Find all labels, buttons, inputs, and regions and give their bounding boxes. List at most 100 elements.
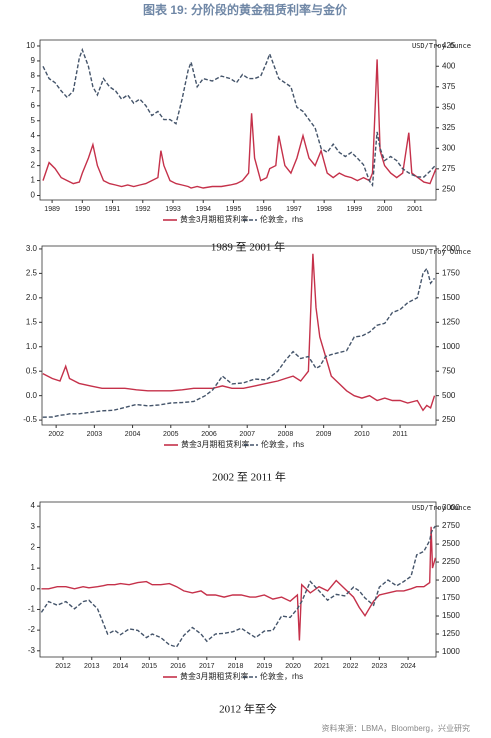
x-tick-label: 2019 [257, 663, 273, 670]
y-tick-label: 2.5 [26, 268, 38, 277]
legend-label: 伦敦金，rhs [261, 439, 304, 449]
x-tick-label: 2024 [400, 663, 416, 670]
y2-tick-label: 1500 [442, 611, 460, 620]
y-tick-label: 5 [31, 116, 36, 125]
x-tick-label: 2013 [84, 663, 100, 670]
x-tick-label: 2022 [343, 663, 359, 670]
y2-tick-label: 3000 [442, 503, 460, 512]
y-tick-label: -2 [28, 625, 36, 634]
x-tick-label: 1996 [256, 206, 272, 213]
x-tick-label: 2021 [314, 663, 330, 670]
y2-axis-label: USD/Troy Ounce [412, 42, 471, 50]
y-tick-label: 3 [31, 146, 36, 155]
y-tick-label: -0.5 [23, 415, 37, 424]
y2-tick-label: 400 [442, 61, 456, 70]
figure-title: 图表 19: 分阶段的黄金租赁利率与金价 [143, 2, 348, 17]
y2-tick-label: 300 [442, 143, 456, 152]
y-tick-label: 2 [31, 543, 36, 552]
series-line [42, 59, 437, 189]
x-tick-label: 1994 [195, 206, 211, 213]
y2-tick-label: 1500 [442, 293, 460, 302]
x-tick-label: 2012 [55, 663, 71, 670]
x-tick-label: 2023 [372, 663, 388, 670]
series-line [40, 525, 436, 648]
legend-label: 黄金3月期租赁利率 [180, 214, 248, 224]
series-line [42, 266, 436, 418]
plot-frame [41, 245, 437, 426]
y2-tick-label: 750 [442, 366, 456, 375]
y2-tick-label: 350 [442, 102, 456, 111]
chart-caption: 2002 至 2011 年 [212, 470, 286, 484]
x-tick-label: 1993 [165, 206, 181, 213]
chart-caption: 2012 年至今 [219, 702, 277, 716]
y-tick-label: 9 [31, 56, 36, 65]
x-tick-label: 1992 [135, 206, 151, 213]
y2-tick-label: 1000 [442, 342, 460, 351]
y-tick-label: 7 [31, 86, 36, 95]
legend-label: 黄金3月期租赁利率 [181, 439, 249, 449]
y-tick-label: 1 [31, 563, 36, 572]
y-tick-label: 10 [26, 41, 35, 50]
plot-frame [39, 39, 437, 201]
y-tick-label: 3.0 [26, 244, 38, 253]
x-tick-label: 2008 [278, 431, 294, 438]
x-tick-label: 2010 [354, 431, 370, 438]
x-tick-label: 2011 [393, 431, 408, 438]
series-line [41, 526, 437, 641]
x-tick-label: 2020 [285, 663, 301, 670]
y2-tick-label: 2000 [442, 575, 460, 584]
y2-tick-label: 325 [442, 123, 456, 132]
y-tick-label: -1 [28, 605, 36, 614]
series-line [42, 253, 436, 412]
x-tick-label: 2009 [316, 431, 332, 438]
y2-tick-label: 500 [442, 391, 456, 400]
x-tick-label: 1991 [105, 206, 121, 213]
x-tick-label: 2018 [228, 663, 244, 670]
y2-tick-label: 1000 [442, 647, 460, 656]
y2-tick-label: 375 [442, 82, 456, 91]
y-tick-label: 8 [31, 71, 36, 80]
y2-tick-label: 275 [442, 164, 456, 173]
y-tick-label: 1 [31, 176, 36, 185]
x-tick-label: 1999 [347, 206, 363, 213]
series-line [42, 47, 437, 188]
y2-tick-label: 250 [442, 415, 456, 424]
y-tick-label: 0.5 [26, 366, 38, 375]
y-tick-label: 4 [31, 501, 36, 510]
y2-tick-label: 1750 [442, 268, 460, 277]
y-tick-label: 0.0 [26, 391, 38, 400]
y2-axis-label: USD/Troy Ounce [412, 248, 471, 256]
chart-caption: 1989 至 2001 年 [211, 240, 285, 254]
y-tick-label: 4 [31, 131, 36, 140]
plot-frame [39, 501, 437, 658]
y2-tick-label: 2750 [442, 521, 460, 530]
y2-tick-label: 2500 [442, 539, 460, 548]
x-tick-label: 2014 [113, 663, 129, 670]
x-tick-label: 2015 [141, 663, 157, 670]
y-tick-label: 0 [31, 584, 36, 593]
x-tick-label: 2006 [201, 431, 217, 438]
y2-axis-label: USD/Troy Ounce [412, 504, 471, 512]
x-tick-label: 1997 [286, 206, 302, 213]
x-tick-label: 1990 [75, 206, 91, 213]
legend-label: 黄金3月期租赁利率 [180, 671, 248, 681]
y2-tick-label: 1750 [442, 593, 460, 602]
x-tick-label: 2001 [407, 206, 423, 213]
y2-tick-label: 425 [442, 41, 456, 50]
x-tick-label: 2004 [125, 431, 141, 438]
legend-label: 伦敦金，rhs [260, 214, 303, 224]
y-tick-label: 1.5 [26, 317, 38, 326]
y-tick-label: 1.0 [26, 342, 38, 351]
y-tick-label: 2 [31, 161, 36, 170]
y2-tick-label: 1250 [442, 629, 460, 638]
y2-tick-label: 250 [442, 184, 456, 193]
y-tick-label: 6 [31, 101, 36, 110]
x-tick-label: 2002 [48, 431, 64, 438]
x-tick-label: 1995 [226, 206, 242, 213]
y2-tick-label: 2000 [442, 244, 460, 253]
y-tick-label: 0 [31, 191, 36, 200]
y-tick-label: -3 [28, 646, 36, 655]
y-tick-label: 3 [31, 522, 36, 531]
x-tick-label: 1998 [316, 206, 332, 213]
